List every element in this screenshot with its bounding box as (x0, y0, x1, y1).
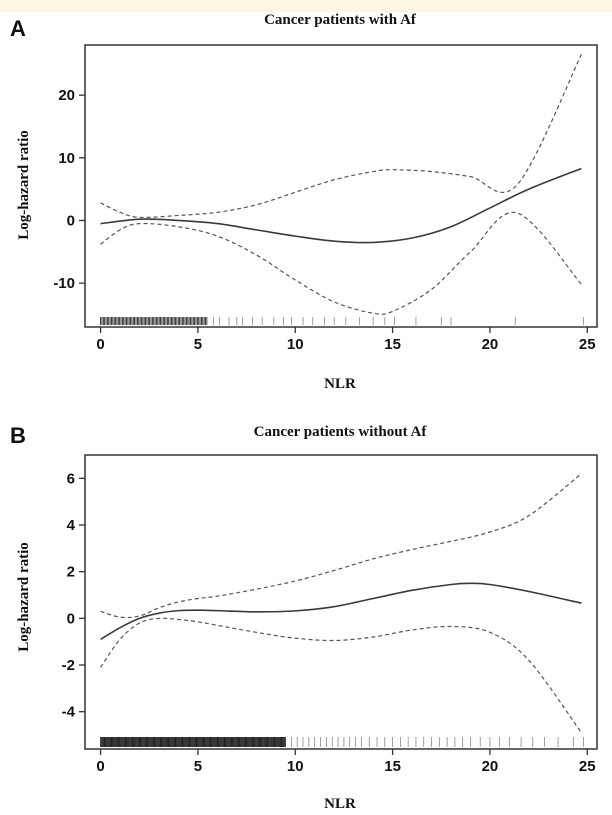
panel-a-plot-frame (84, 44, 598, 328)
panel-a-title: Cancer patients with Af (264, 12, 417, 28)
panel-b-ticks: 0 5 10 15 20 25 -4 -2 0 2 4 6 (62, 470, 596, 775)
panel-a-x-tick-label: 0 (96, 336, 104, 353)
panel-b-x-tick-label: 10 (287, 758, 304, 775)
panel-b-lower-ci-line (100, 617, 582, 734)
top-color-band (0, 0, 612, 12)
panel-b-y-tick-label: 2 (67, 564, 75, 581)
panel-a-x-tick-label: 15 (384, 336, 401, 353)
panel-b-x-tick-label: 25 (579, 758, 596, 775)
panel-b-y-tick-label: 6 (67, 470, 75, 487)
panel-a-lines (100, 54, 582, 315)
panel-a-y-tick-label: -10 (53, 275, 75, 292)
panel-b-x-tick-label: 20 (482, 758, 499, 775)
panel-b-y-tick-label: 0 (67, 610, 75, 627)
panel-a-letter: A (10, 16, 26, 41)
panel-b: B Cancer patients without Af NLR Log-haz… (10, 423, 598, 812)
panel-a-y-tick-label: 20 (58, 87, 75, 104)
panel-a-y-tick-label: 10 (58, 150, 75, 167)
panel-b-letter: B (10, 423, 26, 448)
panel-a-y-axis-label: Log-hazard ratio (16, 130, 32, 240)
panel-a-lower-ci-line (100, 211, 582, 315)
panel-a-x-axis-label: NLR (324, 376, 356, 392)
panel-b-rug (100, 737, 584, 747)
panel-a-upper-ci-line (100, 54, 582, 219)
panel-a-x-tick-label: 25 (579, 336, 596, 353)
panel-b-upper-ci-line (100, 473, 582, 619)
panel-b-y-axis-label: Log-hazard ratio (16, 542, 32, 652)
panel-a-rug (100, 317, 584, 325)
panel-b-plot-frame (84, 454, 598, 750)
panel-b-title: Cancer patients without Af (254, 424, 428, 440)
panel-a-ticks: 0 5 10 15 20 25 -10 0 10 20 (53, 87, 595, 353)
panel-a-estimate-line (100, 167, 582, 244)
panel-a-x-tick-label: 20 (482, 336, 499, 353)
panel-b-y-tick-label: -2 (62, 657, 75, 674)
panel-b-x-axis-label: NLR (324, 796, 356, 812)
panel-b-y-tick-label: 4 (67, 517, 76, 534)
panel-b-lines (100, 473, 582, 734)
panel-a: A Cancer patients with Af NLR Log-hazard… (10, 12, 598, 392)
panel-b-y-tick-label: -4 (62, 704, 76, 721)
panel-a-x-tick-label: 10 (287, 336, 304, 353)
panel-b-x-tick-label: 0 (96, 758, 104, 775)
panel-a-y-tick-label: 0 (67, 212, 75, 229)
panel-a-x-tick-label: 5 (194, 336, 202, 353)
panel-b-x-tick-label: 5 (194, 758, 202, 775)
panel-b-estimate-line (100, 582, 582, 641)
panel-b-x-tick-label: 15 (384, 758, 401, 775)
